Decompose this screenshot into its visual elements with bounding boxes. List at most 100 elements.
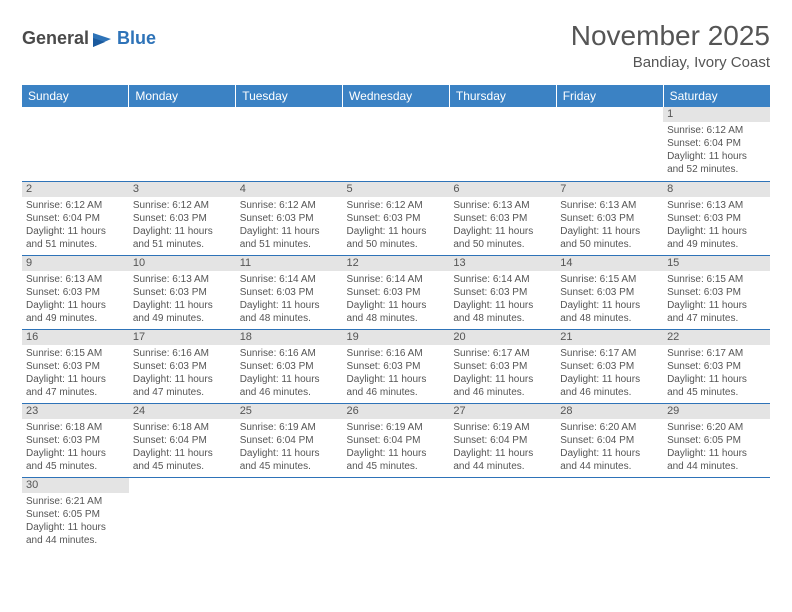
calendar-day-cell: 24Sunrise: 6:18 AMSunset: 6:04 PMDayligh… xyxy=(129,403,236,477)
day-number: 28 xyxy=(556,404,663,419)
day-details: Sunrise: 6:15 AMSunset: 6:03 PMDaylight:… xyxy=(663,271,770,329)
day-details: Sunrise: 6:12 AMSunset: 6:04 PMDaylight:… xyxy=(663,122,770,180)
day-number: 12 xyxy=(343,256,450,271)
day-details: Sunrise: 6:12 AMSunset: 6:03 PMDaylight:… xyxy=(129,197,236,255)
calendar-week-row: 23Sunrise: 6:18 AMSunset: 6:03 PMDayligh… xyxy=(22,403,770,477)
day-number: 3 xyxy=(129,182,236,197)
calendar-day-cell xyxy=(449,107,556,181)
weekday-header: Sunday xyxy=(22,85,129,107)
calendar-day-cell: 10Sunrise: 6:13 AMSunset: 6:03 PMDayligh… xyxy=(129,255,236,329)
calendar-week-row: 1Sunrise: 6:12 AMSunset: 6:04 PMDaylight… xyxy=(22,107,770,181)
calendar-day-cell: 29Sunrise: 6:20 AMSunset: 6:05 PMDayligh… xyxy=(663,403,770,477)
calendar-week-row: 16Sunrise: 6:15 AMSunset: 6:03 PMDayligh… xyxy=(22,329,770,403)
calendar-day-cell: 27Sunrise: 6:19 AMSunset: 6:04 PMDayligh… xyxy=(449,403,556,477)
day-number: 23 xyxy=(22,404,129,419)
calendar-day-cell: 9Sunrise: 6:13 AMSunset: 6:03 PMDaylight… xyxy=(22,255,129,329)
day-number: 18 xyxy=(236,330,343,345)
weekday-header: Friday xyxy=(556,85,663,107)
logo: General Blue xyxy=(22,28,156,49)
day-details: Sunrise: 6:19 AMSunset: 6:04 PMDaylight:… xyxy=(343,419,450,477)
calendar-day-cell: 4Sunrise: 6:12 AMSunset: 6:03 PMDaylight… xyxy=(236,181,343,255)
calendar-day-cell: 28Sunrise: 6:20 AMSunset: 6:04 PMDayligh… xyxy=(556,403,663,477)
day-details: Sunrise: 6:13 AMSunset: 6:03 PMDaylight:… xyxy=(556,197,663,255)
calendar-day-cell: 23Sunrise: 6:18 AMSunset: 6:03 PMDayligh… xyxy=(22,403,129,477)
calendar-head: SundayMondayTuesdayWednesdayThursdayFrid… xyxy=(22,85,770,107)
calendar-day-cell: 6Sunrise: 6:13 AMSunset: 6:03 PMDaylight… xyxy=(449,181,556,255)
calendar-day-cell: 15Sunrise: 6:15 AMSunset: 6:03 PMDayligh… xyxy=(663,255,770,329)
day-details: Sunrise: 6:19 AMSunset: 6:04 PMDaylight:… xyxy=(449,419,556,477)
calendar-day-cell xyxy=(449,477,556,551)
header: General Blue November 2025 Bandiay, Ivor… xyxy=(22,20,770,71)
calendar-week-row: 2Sunrise: 6:12 AMSunset: 6:04 PMDaylight… xyxy=(22,181,770,255)
title-block: November 2025 Bandiay, Ivory Coast xyxy=(571,20,770,71)
day-details: Sunrise: 6:17 AMSunset: 6:03 PMDaylight:… xyxy=(449,345,556,403)
calendar-day-cell xyxy=(343,107,450,181)
day-number: 9 xyxy=(22,256,129,271)
day-details: Sunrise: 6:14 AMSunset: 6:03 PMDaylight:… xyxy=(449,271,556,329)
calendar-day-cell xyxy=(236,107,343,181)
calendar-day-cell xyxy=(22,107,129,181)
day-details: Sunrise: 6:19 AMSunset: 6:04 PMDaylight:… xyxy=(236,419,343,477)
weekday-header: Thursday xyxy=(449,85,556,107)
day-details: Sunrise: 6:18 AMSunset: 6:04 PMDaylight:… xyxy=(129,419,236,477)
calendar-day-cell: 19Sunrise: 6:16 AMSunset: 6:03 PMDayligh… xyxy=(343,329,450,403)
calendar-day-cell: 18Sunrise: 6:16 AMSunset: 6:03 PMDayligh… xyxy=(236,329,343,403)
day-number: 21 xyxy=(556,330,663,345)
day-number: 30 xyxy=(22,478,129,493)
day-number: 16 xyxy=(22,330,129,345)
calendar-day-cell: 30Sunrise: 6:21 AMSunset: 6:05 PMDayligh… xyxy=(22,477,129,551)
day-details: Sunrise: 6:13 AMSunset: 6:03 PMDaylight:… xyxy=(22,271,129,329)
calendar-day-cell: 26Sunrise: 6:19 AMSunset: 6:04 PMDayligh… xyxy=(343,403,450,477)
day-number: 11 xyxy=(236,256,343,271)
day-details: Sunrise: 6:13 AMSunset: 6:03 PMDaylight:… xyxy=(449,197,556,255)
day-number: 14 xyxy=(556,256,663,271)
day-number: 7 xyxy=(556,182,663,197)
calendar-week-row: 30Sunrise: 6:21 AMSunset: 6:05 PMDayligh… xyxy=(22,477,770,551)
day-number: 10 xyxy=(129,256,236,271)
day-details: Sunrise: 6:16 AMSunset: 6:03 PMDaylight:… xyxy=(236,345,343,403)
day-number: 6 xyxy=(449,182,556,197)
day-details: Sunrise: 6:14 AMSunset: 6:03 PMDaylight:… xyxy=(343,271,450,329)
calendar-day-cell xyxy=(556,107,663,181)
calendar-day-cell: 12Sunrise: 6:14 AMSunset: 6:03 PMDayligh… xyxy=(343,255,450,329)
calendar-day-cell xyxy=(129,477,236,551)
day-number: 20 xyxy=(449,330,556,345)
calendar-day-cell: 8Sunrise: 6:13 AMSunset: 6:03 PMDaylight… xyxy=(663,181,770,255)
day-number: 26 xyxy=(343,404,450,419)
calendar-day-cell: 17Sunrise: 6:16 AMSunset: 6:03 PMDayligh… xyxy=(129,329,236,403)
calendar-day-cell xyxy=(343,477,450,551)
day-details: Sunrise: 6:20 AMSunset: 6:04 PMDaylight:… xyxy=(556,419,663,477)
day-details: Sunrise: 6:12 AMSunset: 6:03 PMDaylight:… xyxy=(236,197,343,255)
page-title: November 2025 xyxy=(571,20,770,52)
weekday-header: Wednesday xyxy=(343,85,450,107)
calendar-day-cell: 2Sunrise: 6:12 AMSunset: 6:04 PMDaylight… xyxy=(22,181,129,255)
day-number: 2 xyxy=(22,182,129,197)
day-details: Sunrise: 6:21 AMSunset: 6:05 PMDaylight:… xyxy=(22,493,129,551)
day-number: 13 xyxy=(449,256,556,271)
calendar-day-cell: 7Sunrise: 6:13 AMSunset: 6:03 PMDaylight… xyxy=(556,181,663,255)
day-number: 1 xyxy=(663,107,770,122)
calendar-day-cell: 14Sunrise: 6:15 AMSunset: 6:03 PMDayligh… xyxy=(556,255,663,329)
calendar-day-cell xyxy=(556,477,663,551)
calendar-day-cell xyxy=(663,477,770,551)
day-details: Sunrise: 6:17 AMSunset: 6:03 PMDaylight:… xyxy=(663,345,770,403)
calendar-day-cell: 20Sunrise: 6:17 AMSunset: 6:03 PMDayligh… xyxy=(449,329,556,403)
calendar-day-cell: 16Sunrise: 6:15 AMSunset: 6:03 PMDayligh… xyxy=(22,329,129,403)
day-details: Sunrise: 6:12 AMSunset: 6:04 PMDaylight:… xyxy=(22,197,129,255)
logo-text-blue: Blue xyxy=(117,28,156,49)
day-details: Sunrise: 6:13 AMSunset: 6:03 PMDaylight:… xyxy=(663,197,770,255)
day-number: 25 xyxy=(236,404,343,419)
day-number: 4 xyxy=(236,182,343,197)
calendar-day-cell: 21Sunrise: 6:17 AMSunset: 6:03 PMDayligh… xyxy=(556,329,663,403)
calendar-day-cell: 22Sunrise: 6:17 AMSunset: 6:03 PMDayligh… xyxy=(663,329,770,403)
calendar-day-cell: 11Sunrise: 6:14 AMSunset: 6:03 PMDayligh… xyxy=(236,255,343,329)
calendar-day-cell: 1Sunrise: 6:12 AMSunset: 6:04 PMDaylight… xyxy=(663,107,770,181)
day-number: 29 xyxy=(663,404,770,419)
calendar-day-cell xyxy=(236,477,343,551)
calendar-day-cell: 25Sunrise: 6:19 AMSunset: 6:04 PMDayligh… xyxy=(236,403,343,477)
logo-text-general: General xyxy=(22,28,89,49)
calendar-day-cell xyxy=(129,107,236,181)
day-details: Sunrise: 6:13 AMSunset: 6:03 PMDaylight:… xyxy=(129,271,236,329)
flag-icon xyxy=(93,31,115,47)
day-details: Sunrise: 6:16 AMSunset: 6:03 PMDaylight:… xyxy=(343,345,450,403)
